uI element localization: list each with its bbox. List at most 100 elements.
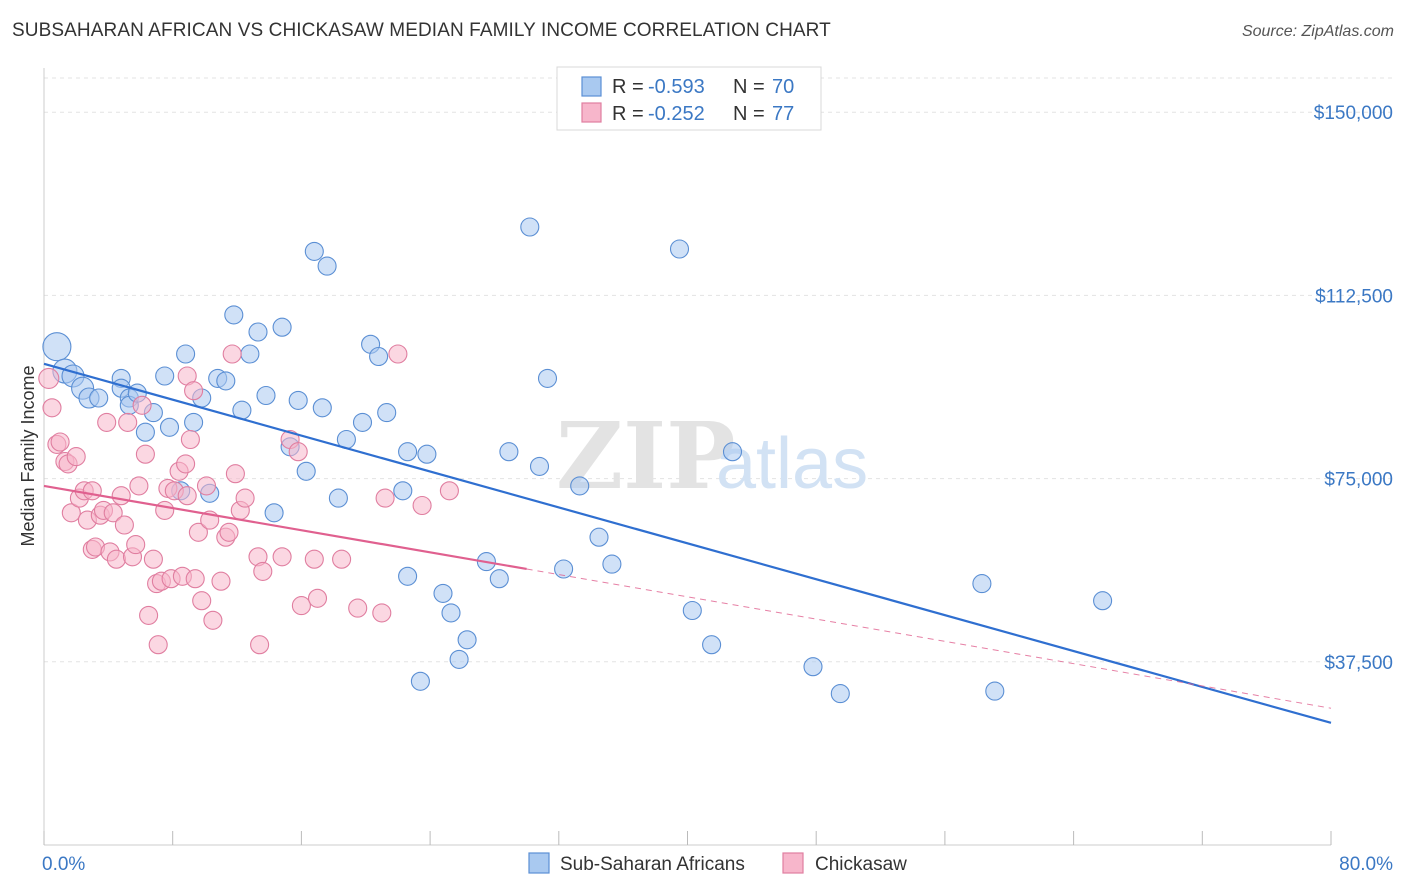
axes-layer: $37,500 $75,000 $112,500 $150,000 0.0% 80.0%: [42, 68, 1393, 875]
legend-bottom-label-pink: Chickasaw: [815, 854, 907, 875]
point-chickasaw: [225, 464, 245, 484]
x-tick-label-min: 0.0%: [42, 854, 85, 875]
legend-n-value-blue: 70: [772, 76, 794, 98]
point-chickasaw: [129, 476, 149, 496]
legend-bottom-swatch-blue: [528, 852, 550, 874]
point-sub-saharan: [417, 444, 437, 464]
point-sub-saharan: [398, 442, 418, 462]
point-sub-saharan: [972, 574, 992, 594]
point-sub-saharan: [529, 456, 550, 476]
point-sub-saharan: [264, 503, 284, 523]
point-chickasaw: [332, 549, 352, 569]
legend-swatch-pink: [581, 102, 602, 123]
point-sub-saharan: [216, 371, 236, 391]
point-sub-saharan: [669, 239, 690, 259]
point-sub-saharan: [393, 481, 413, 501]
point-chickasaw: [375, 488, 395, 508]
point-chickasaw: [184, 381, 204, 401]
point-sub-saharan: [554, 559, 574, 579]
point-sub-saharan: [499, 442, 519, 462]
point-chickasaw: [38, 367, 60, 389]
point-sub-saharan: [537, 368, 558, 388]
point-chickasaw: [307, 588, 328, 608]
point-chickasaw: [188, 522, 208, 542]
point-chickasaw: [143, 549, 163, 569]
point-sub-saharan: [570, 476, 590, 496]
point-chickasaw: [118, 412, 138, 432]
legend-n-value-pink: 77: [772, 103, 794, 125]
point-sub-saharan: [304, 241, 324, 261]
point-sub-saharan: [135, 422, 155, 442]
legend-bottom-label-blue: Sub-Saharan Africans: [560, 854, 745, 875]
point-chickasaw: [50, 432, 70, 452]
point-chickasaw: [219, 522, 239, 542]
legend-r-value-pink: -0.252: [648, 103, 705, 125]
point-sub-saharan: [288, 390, 308, 410]
point-chickasaw: [388, 344, 408, 364]
point-sub-saharan: [256, 385, 276, 406]
point-chickasaw: [132, 395, 152, 415]
point-chickasaw: [235, 488, 255, 508]
legend-r-value-blue: -0.593: [648, 76, 705, 98]
point-chickasaw: [180, 429, 200, 450]
point-sub-saharan: [702, 635, 722, 655]
point-chickasaw: [135, 444, 155, 464]
source-credit: Source: ZipAtlas.com: [1241, 23, 1394, 40]
legend-r-label-pink: R =: [612, 103, 644, 125]
point-sub-saharan: [42, 332, 72, 362]
points-layer: [38, 217, 1113, 704]
point-chickasaw: [42, 398, 62, 418]
point-sub-saharan: [985, 681, 1005, 701]
point-chickasaw: [272, 547, 292, 567]
trend-line-chickasaw: [43, 484, 527, 571]
point-chickasaw: [348, 598, 368, 618]
point-sub-saharan: [296, 461, 316, 481]
legend-r-label-blue: R =: [612, 76, 644, 98]
point-sub-saharan: [89, 388, 109, 408]
point-chickasaw: [126, 535, 146, 555]
y-tick-label: $75,000: [1324, 470, 1393, 491]
point-sub-saharan: [1093, 591, 1113, 611]
legend-bottom: Sub-Saharan Africans Chickasaw: [528, 852, 907, 875]
point-sub-saharan: [369, 346, 389, 367]
point-chickasaw: [97, 412, 117, 432]
point-sub-saharan: [248, 322, 268, 342]
point-chickasaw: [106, 549, 126, 569]
point-sub-saharan: [449, 649, 469, 669]
legend-n-label-blue: N =: [733, 76, 765, 98]
point-sub-saharan: [317, 256, 337, 276]
point-sub-saharan: [184, 412, 204, 432]
point-chickasaw: [111, 486, 131, 506]
point-chickasaw: [372, 603, 392, 623]
chart-title: SUBSAHARAN AFRICAN VS CHICKASAW MEDIAN F…: [12, 20, 831, 41]
point-chickasaw: [177, 486, 197, 506]
point-chickasaw: [176, 454, 196, 474]
point-sub-saharan: [224, 305, 244, 325]
point-sub-saharan: [602, 554, 622, 574]
trend-line-sub-saharan: [43, 362, 1332, 724]
point-chickasaw: [66, 447, 86, 467]
point-chickasaw: [253, 561, 273, 581]
point-sub-saharan: [457, 630, 477, 650]
point-sub-saharan: [803, 657, 823, 677]
legend-bottom-swatch-pink: [782, 852, 804, 874]
point-chickasaw: [222, 344, 242, 364]
point-chickasaw: [139, 605, 159, 625]
point-sub-saharan: [352, 412, 373, 432]
legend-n-label-pink: N =: [733, 103, 765, 125]
point-sub-saharan: [433, 583, 453, 603]
point-sub-saharan: [377, 403, 397, 423]
point-chickasaw: [155, 500, 175, 520]
point-chickasaw: [439, 481, 459, 501]
point-sub-saharan: [722, 442, 743, 462]
point-sub-saharan: [589, 527, 609, 547]
point-sub-saharan: [410, 671, 430, 691]
point-chickasaw: [291, 596, 311, 616]
point-chickasaw: [114, 515, 134, 535]
point-sub-saharan: [312, 398, 332, 418]
point-sub-saharan: [830, 684, 850, 704]
point-chickasaw: [82, 481, 102, 501]
point-sub-saharan: [489, 569, 509, 589]
point-sub-saharan: [520, 217, 540, 237]
